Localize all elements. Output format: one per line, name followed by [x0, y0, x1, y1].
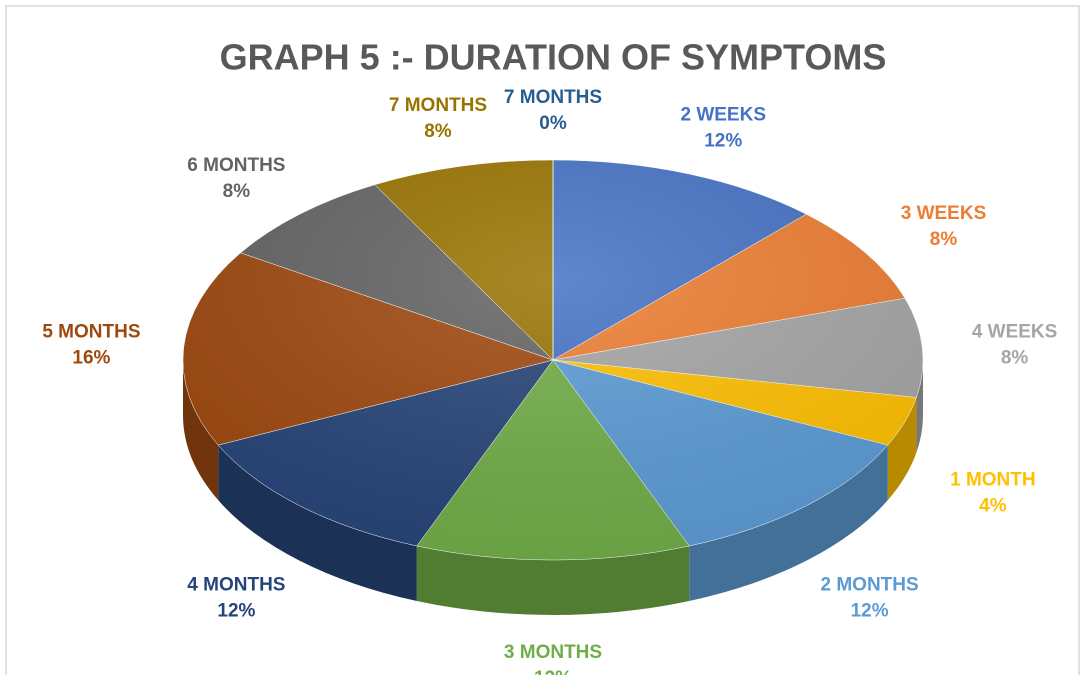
- slice-value-label: 12%: [851, 600, 889, 621]
- slice-value-label: 8%: [223, 181, 251, 202]
- slice-label: 2 WEEKS: [680, 105, 766, 126]
- slice-value-label: 8%: [1001, 347, 1029, 368]
- slice-value-label: 4%: [979, 495, 1007, 516]
- slice-label: 7 MONTHS: [389, 95, 487, 116]
- slice-value-label: 12%: [534, 668, 572, 675]
- slice-label: 4 WEEKS: [972, 321, 1058, 342]
- slice-value-label: 12%: [217, 600, 255, 621]
- slice-label: 4 MONTHS: [187, 574, 285, 595]
- chart-title: GRAPH 5 :- DURATION OF SYMPTOMS: [220, 37, 887, 78]
- slice-label: 5 MONTHS: [42, 321, 140, 342]
- slice-value-label: 8%: [424, 121, 452, 142]
- slice-label: 3 WEEKS: [901, 203, 987, 224]
- slice-value-label: 0%: [539, 113, 567, 134]
- slice-value-label: 16%: [72, 347, 110, 368]
- slice-label: 7 MONTHS: [504, 87, 602, 108]
- slice-label: 1 MONTH: [950, 469, 1036, 490]
- slice-value-label: 8%: [930, 229, 958, 250]
- slice-value-label: 12%: [704, 131, 742, 152]
- slice-label: 2 MONTHS: [821, 574, 919, 595]
- slice-label: 6 MONTHS: [187, 155, 285, 176]
- slice-side: [416, 545, 690, 615]
- slice-label: 3 MONTHS: [504, 642, 602, 663]
